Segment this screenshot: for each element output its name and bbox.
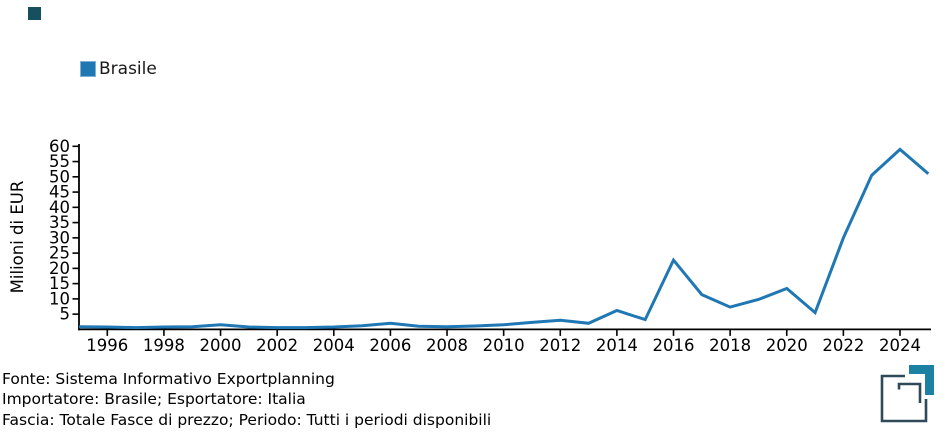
footer-source-line: Fonte: Sistema Informativo Exportplannin… bbox=[2, 370, 335, 388]
y-tick-label: 30 bbox=[49, 228, 70, 247]
x-tick-label: 2020 bbox=[766, 336, 808, 355]
exportplanning-logo-icon bbox=[880, 365, 934, 423]
legend-label: Brasile bbox=[99, 59, 157, 79]
x-tick-label: 2002 bbox=[256, 336, 298, 355]
logo-middle-bracket bbox=[897, 382, 922, 403]
y-tick-label: 60 bbox=[49, 137, 70, 156]
x-tick-label: 2014 bbox=[596, 336, 638, 355]
y-tick-label: 40 bbox=[49, 198, 70, 217]
legend-swatch-icon bbox=[80, 61, 96, 77]
y-tick-label: 35 bbox=[49, 213, 70, 232]
chart-footer: Fonte: Sistema Informativo Exportplannin… bbox=[2, 369, 491, 430]
footer-importer-exporter-line: Importatore: Brasile; Esportatore: Itali… bbox=[2, 390, 306, 409]
x-tick-label: 2024 bbox=[879, 336, 921, 355]
footer-band-period-line: Fascia: Totale Fasce di prezzo; Periodo:… bbox=[2, 410, 492, 429]
y-tick-label: 50 bbox=[49, 167, 70, 186]
y-tick-label: 15 bbox=[49, 274, 70, 293]
logo-outer-square bbox=[880, 374, 928, 423]
x-tick-label: 2010 bbox=[483, 336, 525, 355]
x-tick-label: 2018 bbox=[709, 336, 751, 355]
y-tick-label: 25 bbox=[49, 244, 70, 263]
x-tick-label: 2000 bbox=[200, 336, 242, 355]
legend-swatch bbox=[80, 61, 96, 77]
corner-mark-square bbox=[28, 7, 41, 20]
y-tick-label: 20 bbox=[49, 259, 70, 278]
y-tick-label: 10 bbox=[49, 289, 70, 308]
corner-mark-icon bbox=[28, 7, 41, 20]
x-tick-label: 2022 bbox=[822, 336, 864, 355]
x-tick-label: 2012 bbox=[539, 336, 581, 355]
logo-teal-corner bbox=[909, 365, 934, 395]
x-tick-label: 2004 bbox=[313, 336, 355, 355]
y-tick-label: 5 bbox=[60, 305, 71, 324]
x-tick-label: 1996 bbox=[86, 336, 128, 355]
y-axis-title: Milioni di EUR bbox=[8, 181, 27, 294]
x-tick-label: 2006 bbox=[369, 336, 411, 355]
x-tick-label: 2008 bbox=[426, 336, 468, 355]
x-tick-label: 2016 bbox=[653, 336, 695, 355]
y-tick-label: 55 bbox=[49, 152, 70, 171]
legend: Brasile bbox=[80, 59, 157, 79]
y-tick-label: 45 bbox=[49, 183, 70, 202]
data-line-brasile bbox=[78, 147, 930, 330]
x-tick-label: 1998 bbox=[143, 336, 185, 355]
